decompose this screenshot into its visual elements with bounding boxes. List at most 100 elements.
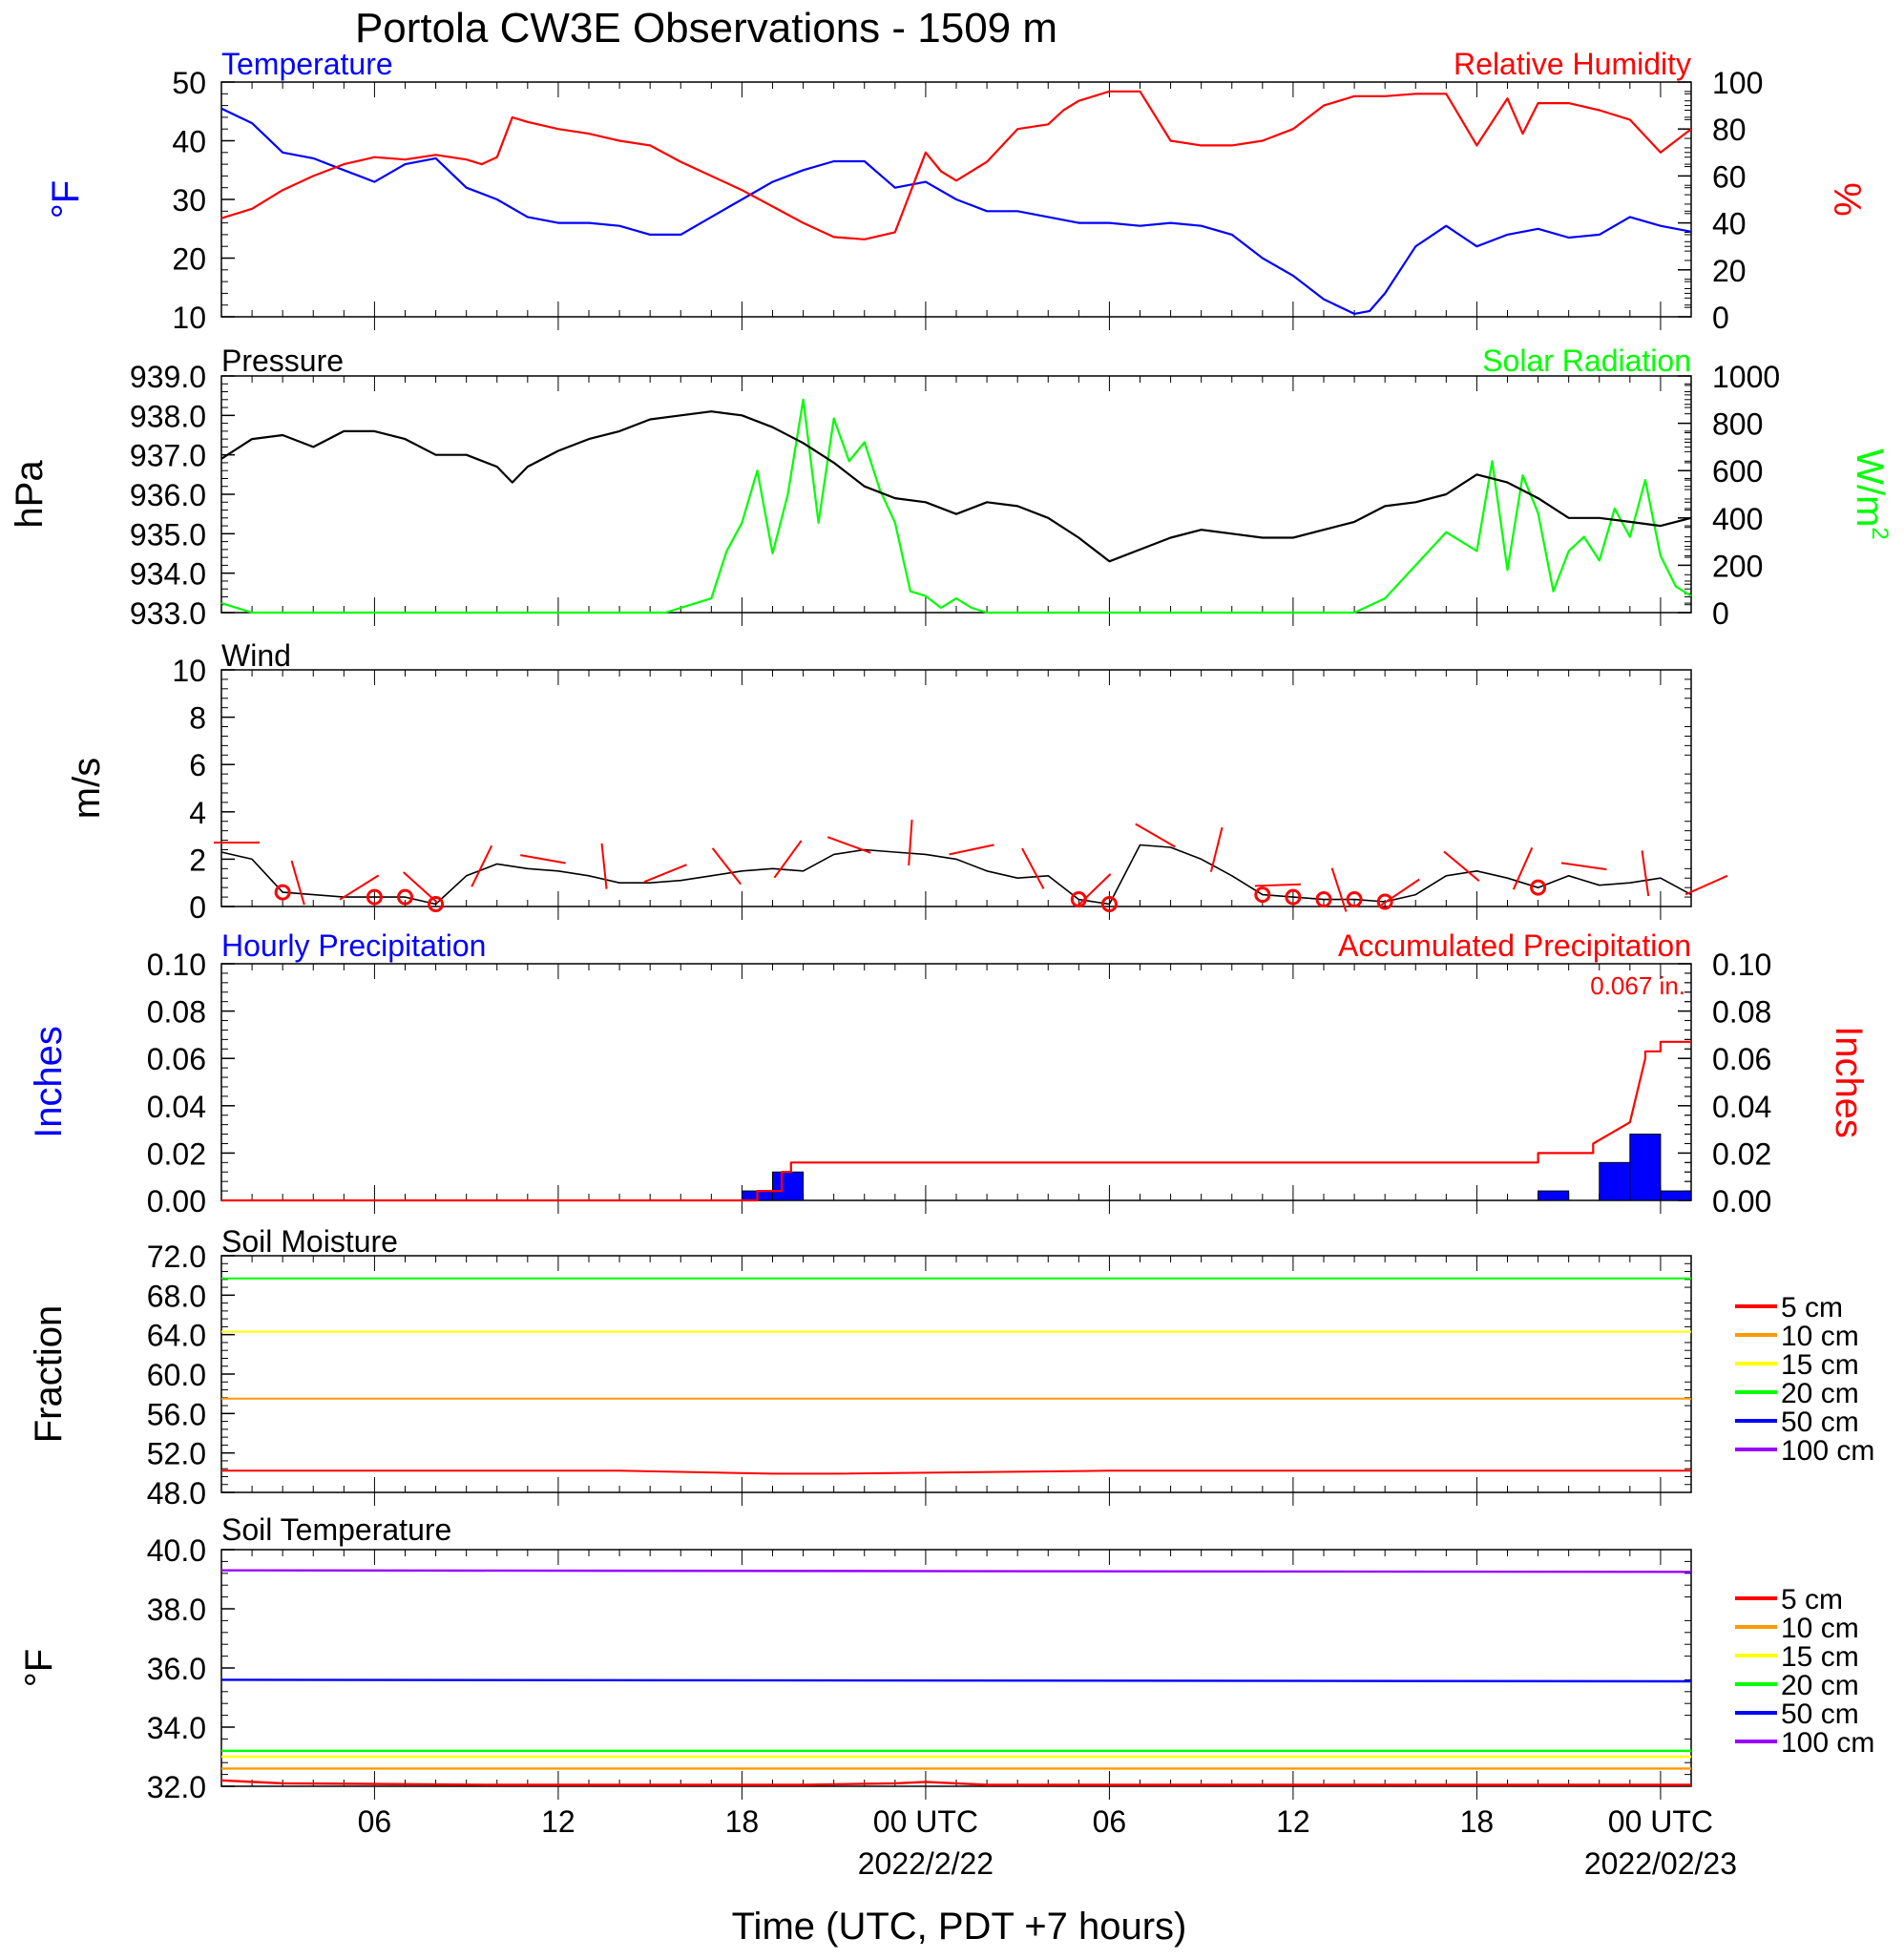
temp_rh-right-tick-label: 100: [1712, 66, 1763, 100]
humidity-line: [220, 90, 1692, 240]
wind-barb: [1560, 862, 1607, 871]
calm-wind-marker: [366, 888, 383, 906]
precipitation-panel: Hourly Precipitation Accumulated Precipi…: [28, 928, 1870, 1219]
x-tick-label: 18: [1460, 1804, 1495, 1839]
soil-temperature-panel: Soil Temperature °F 32.0 34.0 36.0 38.0 40.0…: [18, 1512, 1874, 1881]
soil_temp-left-tick-label: 36.0: [147, 1652, 206, 1686]
soil_temp-left-tick-label: 40.0: [147, 1533, 206, 1568]
calm-wind-marker: [1376, 893, 1393, 910]
solar-radiation-line: [220, 398, 1692, 615]
soil_moisture-left-tick-label: 72.0: [147, 1240, 206, 1274]
calm-wind-marker: [1315, 891, 1332, 908]
legend-label: 50 cm: [1781, 1407, 1859, 1438]
pressure_solar-left-tick-label: 933.0: [130, 596, 206, 631]
x-tick-label: 06: [1093, 1804, 1127, 1839]
wind-barb: [1330, 867, 1348, 912]
wind-barb: [520, 854, 566, 865]
legend-label: 100 cm: [1781, 1727, 1874, 1759]
temperature-line: [220, 107, 1692, 315]
x-tick-label: 12: [541, 1804, 575, 1839]
x-tick-label: 00 UTC: [1608, 1804, 1713, 1839]
temp_rh-left-tick-label: 30: [172, 183, 206, 218]
wind-left-tick-label: 8: [189, 701, 206, 736]
wind-barb: [826, 836, 871, 854]
legend-label: 10 cm: [1781, 1613, 1859, 1644]
pressure-title: Pressure: [221, 344, 344, 378]
precipitation-series: [221, 1040, 1692, 1202]
wind-barb: [1135, 823, 1176, 848]
wind-barb: [1443, 850, 1480, 882]
soil_moisture-left-tick-label: 48.0: [147, 1476, 206, 1511]
calm-wind-marker: [1070, 891, 1087, 908]
temperature-unit: °F: [45, 180, 87, 219]
wind-barb: [1021, 847, 1045, 889]
x-tick-labels: 06 12 18 00 UTC 2022/2/22 06 12 18 00 UTC 2022/02…: [358, 1804, 1737, 1881]
pressure-y-ticks: 933.0 934.0 935.0 936.0 937.0 938.0 939.0: [130, 360, 1691, 631]
temperature-title: Temperature: [221, 47, 393, 81]
pressure-solar-frame: [220, 375, 1692, 614]
temp_rh-right-tick-label: 20: [1712, 254, 1747, 288]
pressure_solar-left-tick-label: 936.0: [130, 478, 206, 512]
accum-precip-title: Accumulated Precipitation: [1338, 928, 1691, 963]
temp_rh-right-tick-label: 40: [1712, 207, 1747, 241]
pressure_solar-left-tick-label: 938.0: [130, 399, 206, 433]
pressure-x-ticks: [220, 376, 1692, 626]
wind-panel: Wind m/s 0 2 4 6 8 10: [66, 638, 1728, 925]
soil-moisture-line: [221, 1469, 1691, 1475]
pressure_solar-left-tick-label: 935.0: [130, 517, 206, 552]
legend-label: 50 cm: [1781, 1698, 1859, 1730]
calm-wind-marker: [274, 884, 291, 901]
pressure_solar-left-tick-label: 934.0: [130, 557, 206, 592]
wind-barb: [1077, 873, 1112, 907]
wind-speed-line: [220, 844, 1692, 906]
precip-left-tick-label: 0.10: [147, 948, 206, 982]
pressure_solar-right-tick-label: 600: [1712, 454, 1763, 489]
hourly-precip-bar: [1599, 1161, 1631, 1201]
precip-right-tick-label: 0.08: [1712, 995, 1771, 1030]
precip-right-tick-label: 0.06: [1712, 1042, 1771, 1076]
legend-label: 100 cm: [1781, 1435, 1874, 1467]
wind-x-ticks: [220, 670, 1692, 920]
calm-wind-marker: [1346, 891, 1363, 908]
soil-temperature-x-ticks: [220, 1550, 1692, 1800]
solar-y-ticks: 0 200 400 600 800 1000: [1678, 360, 1780, 631]
soil-temperature-title: Soil Temperature: [221, 1512, 451, 1547]
calm-wind-marker: [397, 888, 413, 906]
temperature-y-ticks: 10 20 30 40 50: [172, 66, 1691, 335]
soil_temp-left-tick-label: 38.0: [147, 1593, 206, 1627]
temp_rh-right-tick-label: 60: [1712, 159, 1747, 194]
soil-moisture-unit: Fraction: [28, 1305, 70, 1444]
precip-left-tick-label: 0.08: [147, 995, 206, 1030]
soil-moisture-frame: [220, 1255, 1692, 1493]
wind-left-tick-label: 4: [189, 796, 206, 830]
temperature-humidity-panel: Temperature Relative Humidity °F % 10 20 3…: [45, 47, 1868, 335]
soil-moisture-series: [221, 1277, 1691, 1475]
soil_moisture-left-tick-label: 68.0: [147, 1279, 206, 1313]
wind-barb: [908, 819, 913, 865]
wind-barb: [643, 864, 687, 884]
precip-y-ticks: 0.00 0.02 0.04 0.06 0.08 0.10: [147, 948, 1691, 1219]
wind-barb: [1209, 826, 1224, 872]
temperature-x-ticks: [220, 82, 1692, 330]
precip-right-tick-label: 0.02: [1712, 1136, 1771, 1171]
precip-x-ticks: [220, 964, 1692, 1214]
wind-left-tick-label: 10: [172, 654, 206, 688]
calm-wind-marker: [1100, 896, 1118, 913]
legend-label: 15 cm: [1781, 1641, 1859, 1673]
precip-left-tick-label: 0.02: [147, 1136, 206, 1171]
legend-label: 20 cm: [1781, 1378, 1859, 1409]
wind-barb: [471, 844, 493, 887]
legend-label: 5 cm: [1781, 1292, 1843, 1323]
calm-wind-marker: [1285, 888, 1302, 906]
pressure-solar-series: [220, 398, 1692, 615]
pressure_solar-right-tick-label: 400: [1712, 502, 1763, 536]
soil_temp-left-tick-label: 34.0: [147, 1711, 206, 1745]
soil-temperature-line: [220, 1569, 1692, 1573]
calm-wind-marker: [1254, 886, 1271, 904]
wind-barb: [773, 840, 803, 879]
temp_rh-left-tick-label: 10: [172, 301, 206, 335]
wind-barb: [1684, 874, 1728, 896]
wind-barb: [290, 860, 305, 906]
x-tick-label: 12: [1276, 1804, 1310, 1839]
